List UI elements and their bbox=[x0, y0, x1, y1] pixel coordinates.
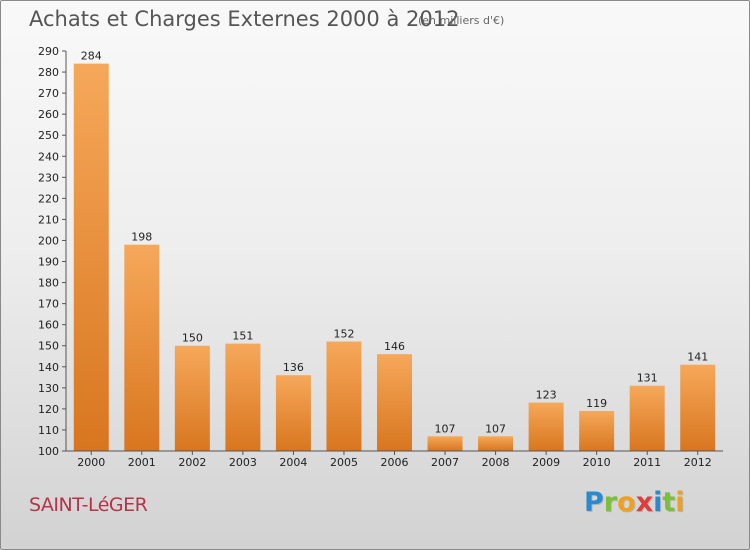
y-tick-label: 210 bbox=[38, 213, 59, 226]
y-tick-label: 190 bbox=[38, 256, 59, 269]
x-axis: 2000 2001 2002 2003 2004 2005 2006 2007 2008 2009… bbox=[66, 450, 723, 469]
bar bbox=[579, 411, 615, 451]
logo-letter: r bbox=[603, 487, 618, 518]
x-tick-label: 2007 bbox=[431, 456, 459, 469]
bar-value-label: 131 bbox=[637, 372, 658, 385]
y-tick-label: 220 bbox=[38, 192, 59, 205]
chart-title: Achats et Charges Externes 2000 à 2012 bbox=[29, 7, 460, 31]
x-tick-label: 2006 bbox=[381, 456, 409, 469]
bar-value-label: 284 bbox=[81, 50, 102, 63]
y-tick-label: 100 bbox=[38, 445, 59, 458]
bar-value-label: 136 bbox=[283, 361, 304, 374]
proxiti-logo[interactable]: Proxiti bbox=[584, 487, 685, 518]
x-tick-label: 2010 bbox=[583, 456, 611, 469]
x-tick-label: 2004 bbox=[279, 456, 307, 469]
x-tick-label: 2000 bbox=[77, 456, 105, 469]
x-tick-label: 2001 bbox=[128, 456, 156, 469]
bar bbox=[377, 354, 412, 451]
y-tick-label: 260 bbox=[38, 108, 59, 121]
y-tick-label: 120 bbox=[38, 403, 59, 416]
logo-letter: P bbox=[584, 487, 604, 518]
bar bbox=[427, 436, 463, 451]
x-tick-label: 2005 bbox=[330, 456, 358, 469]
y-tick-label: 230 bbox=[38, 171, 59, 184]
y-tick-label: 170 bbox=[38, 298, 59, 311]
bar bbox=[275, 375, 311, 451]
bar bbox=[124, 244, 160, 451]
bar-value-label: 198 bbox=[131, 231, 152, 244]
chart-subtitle: (en milliers d'€) bbox=[418, 14, 505, 27]
bar-value-label: 151 bbox=[232, 330, 253, 343]
bar-value-label: 107 bbox=[435, 422, 456, 435]
logo-letter: t bbox=[662, 487, 676, 518]
x-tick-label: 2008 bbox=[482, 456, 510, 469]
y-tick-label: 150 bbox=[38, 340, 59, 353]
y-axis: 100 110 120 130 140 150 160 170 180 190 200 210 220 2… bbox=[38, 45, 67, 458]
y-tick-label: 200 bbox=[38, 234, 59, 247]
y-tick-label: 110 bbox=[38, 424, 59, 437]
y-tick-label: 240 bbox=[38, 150, 59, 163]
y-tick-label: 280 bbox=[38, 66, 59, 79]
bar bbox=[73, 63, 109, 451]
logo-letter: i bbox=[653, 487, 663, 518]
bar bbox=[680, 364, 716, 451]
x-tick-label: 2011 bbox=[633, 456, 661, 469]
bar bbox=[528, 402, 564, 451]
bar-value-label: 107 bbox=[485, 422, 506, 435]
bar bbox=[326, 341, 362, 451]
y-tick-label: 130 bbox=[38, 382, 59, 395]
bar bbox=[174, 345, 210, 451]
y-tick-label: 290 bbox=[38, 45, 59, 58]
y-tick-label: 270 bbox=[38, 87, 59, 100]
y-tick-label: 140 bbox=[38, 361, 59, 374]
logo-letter: i bbox=[675, 487, 685, 518]
bar bbox=[225, 343, 261, 451]
y-tick-label: 180 bbox=[38, 277, 59, 290]
bar-value-label: 119 bbox=[586, 397, 607, 410]
x-tick-label: 2009 bbox=[532, 456, 560, 469]
bars: 284 198 150 151 136 152 146 107 107 123 119 131 141 bbox=[73, 50, 716, 451]
y-tick-label: 250 bbox=[38, 129, 59, 142]
bar-value-label: 141 bbox=[687, 351, 708, 364]
x-tick-label: 2003 bbox=[229, 456, 257, 469]
town-name: SAINT-LéGER bbox=[29, 494, 148, 516]
bar-value-label: 150 bbox=[182, 332, 203, 345]
bar-value-label: 152 bbox=[333, 328, 354, 341]
bar-value-label: 146 bbox=[384, 340, 405, 353]
logo-letter: x bbox=[635, 487, 654, 518]
x-tick-label: 2002 bbox=[178, 456, 206, 469]
bar-value-label: 123 bbox=[536, 389, 557, 402]
x-tick-label: 2012 bbox=[684, 456, 712, 469]
y-tick-label: 160 bbox=[38, 319, 59, 332]
bar bbox=[629, 385, 665, 451]
logo-letter: o bbox=[617, 487, 636, 518]
bar bbox=[478, 436, 514, 451]
